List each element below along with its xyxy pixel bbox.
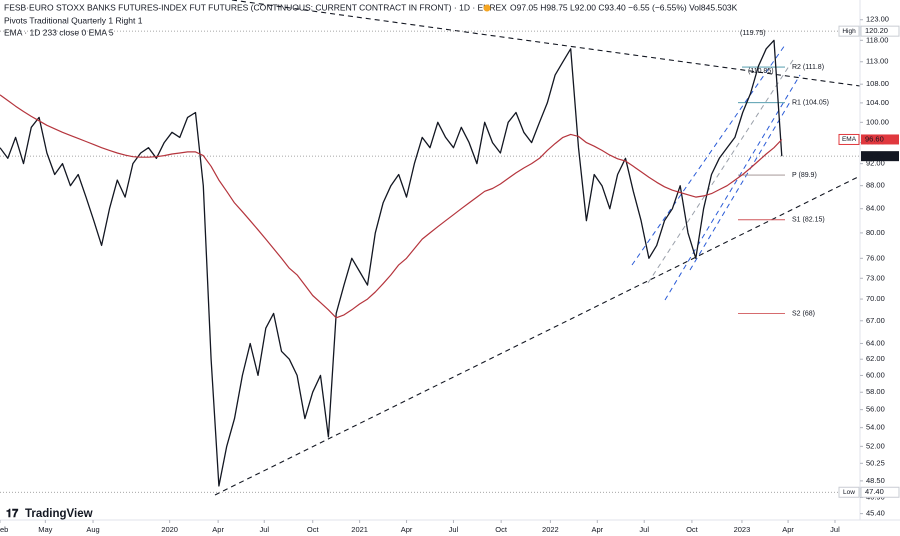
trend-line	[214, 175, 861, 496]
y-tick-label: 50.25	[866, 458, 885, 467]
y-tick-label: 64.00	[866, 338, 885, 347]
ohlc: O97.05 H98.75 L92.00 C93.40 −6.55 (−6.55…	[510, 2, 738, 12]
pivot-label: R2 (111.8)	[792, 64, 824, 71]
annotation: (119.75)	[740, 30, 766, 37]
x-tick-label: Oct	[307, 525, 320, 534]
y-tick-label: 76.00	[866, 253, 885, 262]
x-tick-label: Apr	[212, 525, 224, 534]
x-tick-label: Oct	[495, 525, 508, 534]
price-label: 47.40	[865, 487, 884, 496]
y-tick-label: 54.00	[866, 423, 885, 432]
y-tick-label: 45.40	[866, 509, 885, 518]
indicator-label: EMA · 1D 233 close 0 EMA 5	[4, 27, 114, 37]
y-tick-label: 70.00	[866, 294, 885, 303]
x-tick-label: Apr	[782, 525, 794, 534]
price-label-box	[860, 486, 900, 498]
price-label: 120.20	[865, 26, 888, 35]
price-label-name: EMA	[842, 136, 857, 143]
y-tick-label: 48.50	[866, 476, 885, 485]
y-tick-label: 104.00	[866, 98, 889, 107]
y-tick-label: 80.00	[866, 228, 885, 237]
x-tick-label: 2022	[542, 525, 559, 534]
x-tick-label: Aug	[86, 525, 99, 534]
price-label-name-box	[838, 133, 860, 145]
price-label-name-box	[838, 25, 860, 37]
channel-line	[689, 101, 791, 271]
x-tick-label: 2023	[734, 525, 751, 534]
price-line-series	[0, 39, 783, 487]
watermark-logo: 𝟏𝟕	[6, 508, 19, 520]
annotation: (110.85)	[748, 68, 774, 75]
pivot-label: R1 (104.05)	[792, 99, 829, 106]
watermark: TradingView	[25, 508, 93, 520]
chart-title: FESB·EURO STOXX BANKS FUTURES-INDEX FUT …	[4, 2, 507, 12]
x-tick-label: Jul	[830, 525, 840, 534]
y-tick-label: 100.00	[866, 117, 889, 126]
price-label-box	[861, 151, 899, 162]
y-tick-label: 56.00	[866, 405, 885, 414]
indicator-label: Pivots Traditional Quarterly 1 Right 1	[4, 15, 143, 25]
y-tick-label: 58.00	[866, 387, 885, 396]
y-tick-label: 118.00	[866, 35, 888, 44]
x-tick-label: 2020	[161, 525, 178, 534]
price-label-box	[860, 25, 900, 37]
price-label-box	[861, 134, 899, 145]
price-label: 93.40	[865, 151, 884, 160]
ema-line	[0, 94, 783, 319]
y-tick-label: 67.00	[866, 316, 885, 325]
price-label: 96.60	[865, 134, 884, 143]
pivot-label: P (89.9)	[792, 172, 817, 179]
x-tick-label: Apr	[591, 525, 603, 534]
price-label-name: High	[842, 28, 856, 35]
x-tick-label: Apr	[401, 525, 413, 534]
price-label-name-box	[838, 486, 860, 498]
pivot-label: S2 (68)	[792, 310, 815, 317]
y-tick-label: 60.00	[866, 370, 885, 379]
y-tick-label: 123.00	[866, 15, 889, 24]
y-tick-label: 52.00	[866, 441, 885, 450]
x-tick-label: Jul	[639, 525, 649, 534]
pivot-label: S1 (82.15)	[792, 217, 825, 224]
channel-line	[664, 74, 801, 301]
y-tick-label: 108.00	[866, 79, 889, 88]
price-label-name: Low	[843, 489, 855, 496]
y-tick-label: 92.00	[866, 159, 885, 168]
drawings	[214, 0, 861, 496]
y-tick-label: 88.00	[866, 181, 885, 190]
x-tick-label: May	[38, 525, 52, 534]
x-tick-label: Oct	[686, 525, 699, 534]
x-tick-label: Jul	[449, 525, 459, 534]
y-tick-label: 113.00	[866, 57, 888, 66]
y-tick-label: 62.00	[866, 354, 885, 363]
x-tick-label: Jul	[259, 525, 269, 534]
y-tick-label: 73.00	[866, 273, 885, 282]
x-tick-label: 2021	[351, 525, 368, 534]
trend-line	[231, 0, 861, 87]
status-dot	[483, 4, 491, 12]
y-tick-label: 84.00	[866, 204, 885, 213]
x-tick-label: eb	[0, 525, 8, 534]
